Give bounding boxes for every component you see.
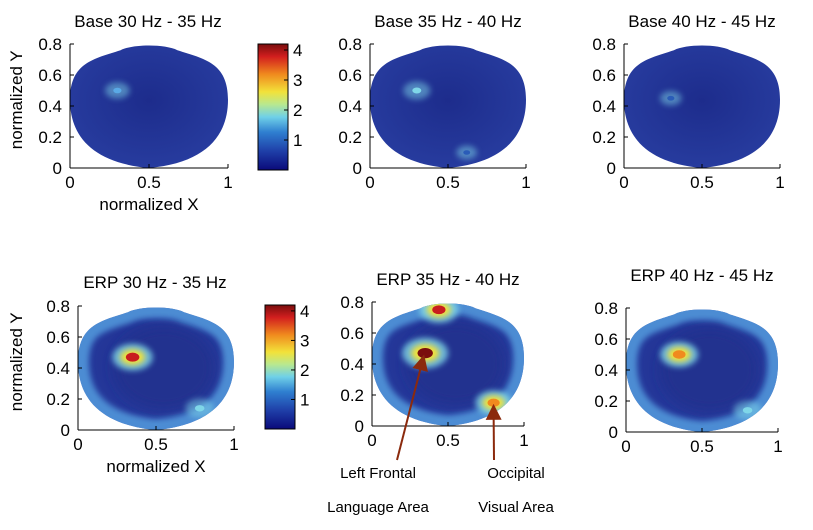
panel-title: ERP 40 Hz - 45 Hz bbox=[630, 266, 773, 285]
hotspot-core bbox=[412, 87, 422, 94]
y-tick-label: 0.6 bbox=[38, 66, 62, 85]
head-map bbox=[370, 45, 526, 168]
y-tick-label: 0.4 bbox=[592, 97, 616, 116]
annotation-line-1: Occipital bbox=[487, 465, 545, 482]
y-tick-label: 0 bbox=[355, 417, 364, 436]
y-tick-label: 0.8 bbox=[46, 297, 70, 316]
x-tick-label: 0 bbox=[73, 435, 82, 454]
annotation-line-1: Left Frontal bbox=[340, 465, 416, 482]
annotation-arrow bbox=[396, 354, 428, 461]
x-tick-label: 1 bbox=[521, 173, 530, 192]
central-low-region bbox=[660, 329, 759, 411]
colorbar-tick-label: 4 bbox=[300, 302, 309, 321]
y-tick-label: 0.2 bbox=[38, 128, 62, 147]
hotspot-core bbox=[463, 150, 471, 155]
y-axis-label: normalized Y bbox=[7, 312, 26, 411]
colorbar bbox=[264, 304, 296, 430]
y-tick-label: 0.6 bbox=[338, 66, 362, 85]
x-tick-label: 1 bbox=[775, 173, 784, 192]
annotation-line-2: Language Area bbox=[327, 499, 429, 516]
x-tick-label: 1 bbox=[773, 437, 782, 456]
head-map bbox=[624, 45, 780, 168]
y-tick-label: 0.6 bbox=[46, 328, 70, 347]
hotspot-core bbox=[417, 348, 433, 359]
hotspot-core bbox=[113, 87, 122, 94]
panel-erp-35-40: ERP 35 Hz - 40 Hz 0 0.5 1 0 0.2 0.4 0.6 0.8 Left … bbox=[327, 270, 554, 516]
y-tick-label: 0.4 bbox=[46, 359, 70, 378]
x-axis-label: normalized X bbox=[106, 457, 205, 476]
colorbar-tick-label: 3 bbox=[300, 331, 309, 350]
y-tick-label: 0.4 bbox=[38, 97, 62, 116]
colorbar-tick-label: 3 bbox=[293, 71, 302, 90]
colorbar-tick-label: 1 bbox=[300, 390, 309, 409]
panel-title: ERP 30 Hz - 35 Hz bbox=[83, 273, 226, 292]
hotspot-core bbox=[672, 350, 686, 359]
panel-erp-30-35: ERP 30 Hz - 35 Hz 0 0.5 1 0 0.2 0.4 0.6 0.8 norma… bbox=[7, 273, 309, 476]
panel-title: Base 40 Hz - 45 Hz bbox=[628, 12, 775, 31]
x-tick-label: 0.5 bbox=[137, 173, 161, 192]
panel-title: ERP 35 Hz - 40 Hz bbox=[376, 270, 519, 289]
y-tick-label: 0.2 bbox=[594, 392, 618, 411]
panel-title: Base 30 Hz - 35 Hz bbox=[74, 12, 221, 31]
colorbar-tick-label: 2 bbox=[293, 101, 302, 120]
y-tick-label: 0.8 bbox=[592, 35, 616, 54]
hotspot-core bbox=[432, 305, 446, 315]
y-tick-label: 0.8 bbox=[340, 293, 364, 312]
y-tick-label: 0.4 bbox=[340, 355, 364, 374]
y-tick-label: 0.6 bbox=[592, 66, 616, 85]
y-tick-label: 0.8 bbox=[338, 35, 362, 54]
colorbar-tick-label: 4 bbox=[293, 41, 302, 60]
x-tick-label: 0.5 bbox=[144, 435, 168, 454]
x-tick-label: 0 bbox=[621, 437, 630, 456]
x-axis-label: normalized X bbox=[99, 195, 198, 214]
head-map bbox=[70, 45, 228, 168]
panel-base-40-45: Base 40 Hz - 45 Hz 0 0.5 1 0 0.2 0.4 0.6 0.8 bbox=[592, 12, 784, 192]
colorbar-tick-label: 1 bbox=[293, 131, 302, 150]
panel-base-35-40: Base 35 Hz - 40 Hz 0 0.5 1 0 0.2 0.4 0.6 0.8 bbox=[338, 12, 530, 192]
y-tick-label: 0.2 bbox=[46, 390, 70, 409]
colorbar-tick-label: 2 bbox=[300, 361, 309, 380]
y-tick-label: 0 bbox=[609, 423, 618, 442]
x-tick-label: 0 bbox=[65, 173, 74, 192]
panel-erp-40-45: ERP 40 Hz - 45 Hz 0 0.5 1 0 0.2 0.4 0.6 0.8 bbox=[594, 266, 782, 456]
y-tick-label: 0.8 bbox=[38, 35, 62, 54]
y-tick-label: 0.2 bbox=[592, 128, 616, 147]
hotspot-core bbox=[194, 405, 205, 412]
y-axis-label: normalized Y bbox=[7, 50, 26, 149]
x-tick-label: 0.5 bbox=[436, 431, 460, 450]
annotation-line-2: Visual Area bbox=[478, 499, 554, 516]
y-tick-label: 0 bbox=[607, 159, 616, 178]
panel-base-30-35: Base 30 Hz - 35 Hz 0 0.5 1 0 0.2 0.4 0.6 0.8 norm… bbox=[7, 12, 302, 214]
y-tick-label: 0.4 bbox=[338, 97, 362, 116]
hotspot-core bbox=[667, 95, 675, 101]
y-tick-label: 0.2 bbox=[340, 386, 364, 405]
y-tick-label: 0.8 bbox=[594, 299, 618, 318]
x-tick-label: 0.5 bbox=[690, 173, 714, 192]
x-tick-label: 1 bbox=[519, 431, 528, 450]
x-tick-label: 0 bbox=[367, 431, 376, 450]
y-tick-label: 0 bbox=[61, 421, 70, 440]
y-tick-label: 0.6 bbox=[340, 324, 364, 343]
x-tick-label: 0 bbox=[619, 173, 628, 192]
x-tick-label: 0 bbox=[365, 173, 374, 192]
x-tick-label: 1 bbox=[229, 435, 238, 454]
colorbar bbox=[257, 43, 289, 171]
panel-title: Base 35 Hz - 40 Hz bbox=[374, 12, 521, 31]
hotspot-core bbox=[125, 352, 140, 362]
y-tick-label: 0 bbox=[353, 159, 362, 178]
x-tick-label: 0.5 bbox=[690, 437, 714, 456]
y-tick-label: 0.2 bbox=[338, 128, 362, 147]
x-tick-label: 0.5 bbox=[436, 173, 460, 192]
hotspot-core bbox=[487, 398, 500, 407]
y-tick-label: 0 bbox=[53, 159, 62, 178]
hotspot-core bbox=[742, 407, 753, 414]
y-tick-label: 0.4 bbox=[594, 361, 618, 380]
x-tick-label: 1 bbox=[223, 173, 232, 192]
y-tick-label: 0.6 bbox=[594, 330, 618, 349]
